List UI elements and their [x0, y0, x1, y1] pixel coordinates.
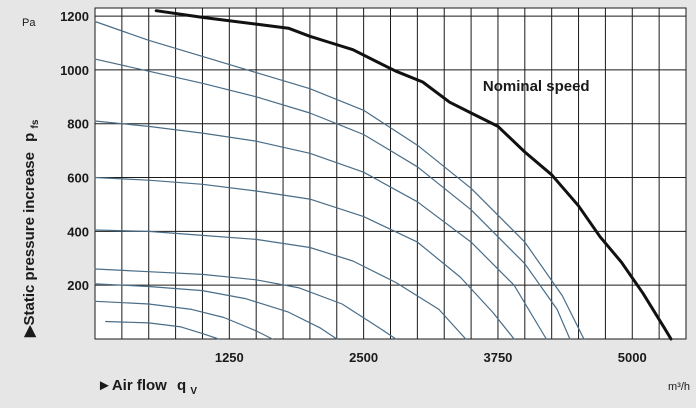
y-tick-label: 800: [67, 117, 89, 132]
y-axis-title: ▶Static pressure increase p fs: [21, 119, 41, 338]
y-tick-label: 200: [67, 278, 89, 293]
reduced-speed-curve-7: [94, 283, 338, 340]
reduced-speed-curve-4: [94, 176, 515, 340]
series-layer: [94, 9, 673, 341]
nominal-speed-annotation: Nominal speed: [483, 78, 590, 95]
reduced-speed-curve-9: [105, 320, 220, 340]
grid: [94, 7, 687, 340]
x-axis-symbol-sub: V: [190, 386, 197, 397]
y-axis-symbol: p: [21, 133, 38, 142]
reduced-speed-curve-1: [94, 20, 585, 340]
nominal-speed-curve: [154, 9, 673, 341]
x-tick-label: 1250: [215, 350, 244, 365]
y-axis-symbol-sub: fs: [30, 119, 41, 128]
x-axis-symbol: q: [177, 377, 186, 394]
x-tick-label: 2500: [349, 350, 378, 365]
plot-border: [94, 7, 687, 340]
tick-labels: 1250 2500 3750 5000 200 400 600 800 1000 1200: [60, 9, 647, 365]
reduced-speed-curve-6: [94, 268, 397, 340]
y-tick-label: 1200: [60, 9, 89, 24]
reduced-speed-curve-3: [94, 120, 547, 340]
x-tick-label: 5000: [618, 350, 647, 365]
x-axis-title-text: ►Air flow: [97, 377, 167, 394]
y-tick-label: 1000: [60, 63, 89, 78]
x-axis-title: ►Air flow q V: [97, 377, 197, 397]
reduced-speed-curve-8: [94, 300, 273, 340]
y-axis-title-text: ▶Static pressure increase: [21, 152, 38, 338]
y-unit-label: Pa: [22, 17, 36, 29]
x-tick-label: 3750: [483, 350, 512, 365]
reduced-speed-curve-5: [94, 229, 467, 340]
x-unit-label: m³/h: [668, 381, 690, 393]
y-tick-label: 400: [67, 224, 89, 239]
reduced-speed-curve-2: [94, 58, 571, 340]
y-tick-label: 600: [67, 171, 89, 186]
